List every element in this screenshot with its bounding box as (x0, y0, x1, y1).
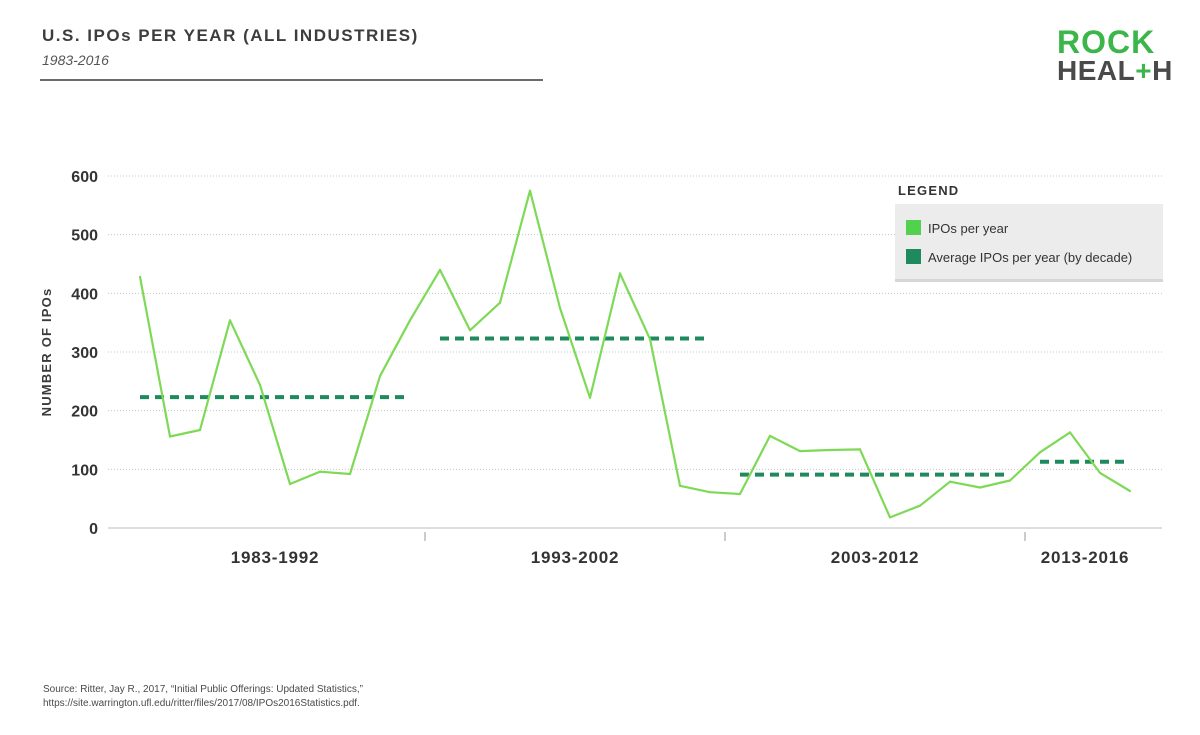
line-chart: 0 100 200 300 400 500 600 NUMBER OF IPOs 1983-19… (39, 169, 1163, 567)
ipo-data-point (468, 329, 472, 332)
y-axis-label: NUMBER OF IPOs (39, 288, 54, 417)
y-tick-label: 300 (71, 345, 98, 362)
ipo-data-point (318, 470, 322, 473)
ipo-data-point (678, 484, 682, 487)
title-divider (40, 79, 543, 81)
ipo-series-line (138, 189, 1131, 519)
source-note: Source: Ritter, Jay R., 2017, “Initial P… (43, 683, 363, 711)
legend-box-shadow (895, 279, 1163, 282)
legend-label-average: Average IPOs per year (by decade) (928, 250, 1132, 265)
ipo-data-point (558, 306, 562, 310)
ipo-data-point (708, 491, 712, 494)
ipo-data-point (168, 435, 172, 438)
ipo-data-point (888, 516, 892, 519)
ipo-data-point (948, 480, 952, 483)
ipo-data-point (858, 448, 862, 451)
ipo-data-point (348, 472, 352, 476)
y-tick-label: 600 (71, 169, 98, 186)
ipo-data-point (648, 337, 652, 341)
ipo-data-point (798, 450, 802, 453)
x-group-label: 1983-1992 (231, 548, 320, 567)
ipo-data-point (768, 434, 772, 437)
ipo-data-point (978, 486, 982, 489)
ipo-data-point (228, 319, 232, 322)
y-tick-label: 100 (71, 462, 98, 479)
ipo-data-point (408, 319, 412, 322)
ipo-data-point (138, 275, 142, 279)
legend-swatch-average (906, 249, 921, 264)
x-group-label: 1993-2002 (531, 548, 620, 567)
logo-line-1: ROCK (1057, 24, 1156, 60)
ipo-data-point (1128, 489, 1132, 493)
chart-title: U.S. IPOs PER YEAR (ALL INDUSTRIES) (42, 26, 419, 45)
y-tick-label: 200 (71, 404, 98, 421)
ipo-data-point (198, 428, 202, 432)
ipo-data-point (438, 268, 442, 271)
logo-line-2: HEAL+H (1057, 55, 1173, 86)
ipo-data-point (528, 189, 532, 192)
ipo-data-point (378, 374, 382, 378)
ipo-data-point (288, 482, 292, 486)
ipo-data-point (1068, 431, 1072, 434)
legend-box (895, 204, 1163, 281)
ipo-data-point (588, 396, 592, 399)
ipo-data-point (828, 448, 832, 452)
x-group-label: 2013-2016 (1041, 548, 1130, 567)
ipo-data-point (1008, 479, 1012, 482)
y-tick-label: 0 (89, 521, 98, 538)
ipo-data-point (618, 272, 622, 275)
ipo-data-point (498, 301, 502, 304)
x-group-label: 2003-2012 (831, 548, 920, 567)
brand-logo: ROCK HEAL+H (1057, 26, 1173, 85)
ipo-data-point (1038, 451, 1042, 454)
ipo-data-point (738, 492, 742, 496)
ipo-data-point (1098, 471, 1102, 474)
legend-title: LEGEND (898, 183, 959, 198)
ipo-data-point (918, 504, 922, 507)
source-url: https://site.warrington.ufl.edu/ritter/f… (43, 698, 360, 709)
y-tick-label: 400 (71, 286, 98, 303)
ipo-data-point (258, 383, 262, 386)
legend-label-ipos: IPOs per year (928, 221, 1009, 236)
legend-swatch-ipos (906, 220, 921, 235)
chart-subtitle: 1983-2016 (42, 52, 109, 68)
y-tick-label: 500 (71, 228, 98, 245)
logo-plus-icon: + (1135, 55, 1153, 86)
source-citation: Source: Ritter, Jay R., 2017, “Initial P… (43, 684, 363, 695)
